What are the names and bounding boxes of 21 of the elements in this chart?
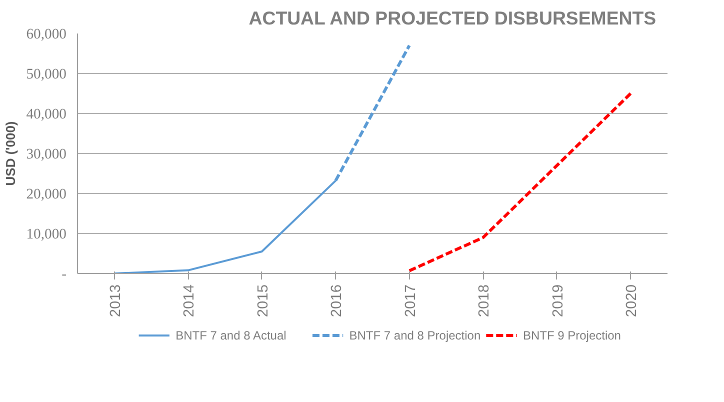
y-tick-label: 50,000 [26, 66, 67, 82]
y-tick-label: 10,000 [26, 226, 67, 242]
y-tick-label: 40,000 [26, 106, 67, 122]
x-tick-label: 2020 [624, 284, 640, 318]
x-tick-label: 2016 [329, 284, 346, 318]
legend-label: BNTF 7 and 8 Projection [349, 328, 481, 342]
line-series [408, 92, 632, 272]
chart-title: ACTUAL AND PROJECTED DISBURSEMENTS [248, 8, 656, 28]
legend-label: BNTF 7 and 8 Actual [176, 328, 286, 342]
x-tick-label: 2015 [255, 284, 272, 318]
x-tick-label: 2017 [402, 284, 419, 318]
x-tick-label: 2014 [182, 284, 198, 318]
x-tick-label: 2019 [550, 284, 566, 318]
y-tick-label: 30,000 [26, 146, 67, 162]
x-tick-label: 2018 [476, 284, 493, 318]
y-tick-label: 20,000 [26, 186, 67, 202]
legend-label: BNTF 9 Projection [522, 328, 621, 342]
x-tick-label: 2013 [108, 284, 124, 318]
y-axis-title: USD ('000) [3, 121, 18, 186]
y-tick-label: - [62, 266, 67, 282]
y-tick-label: 60,000 [26, 26, 67, 42]
